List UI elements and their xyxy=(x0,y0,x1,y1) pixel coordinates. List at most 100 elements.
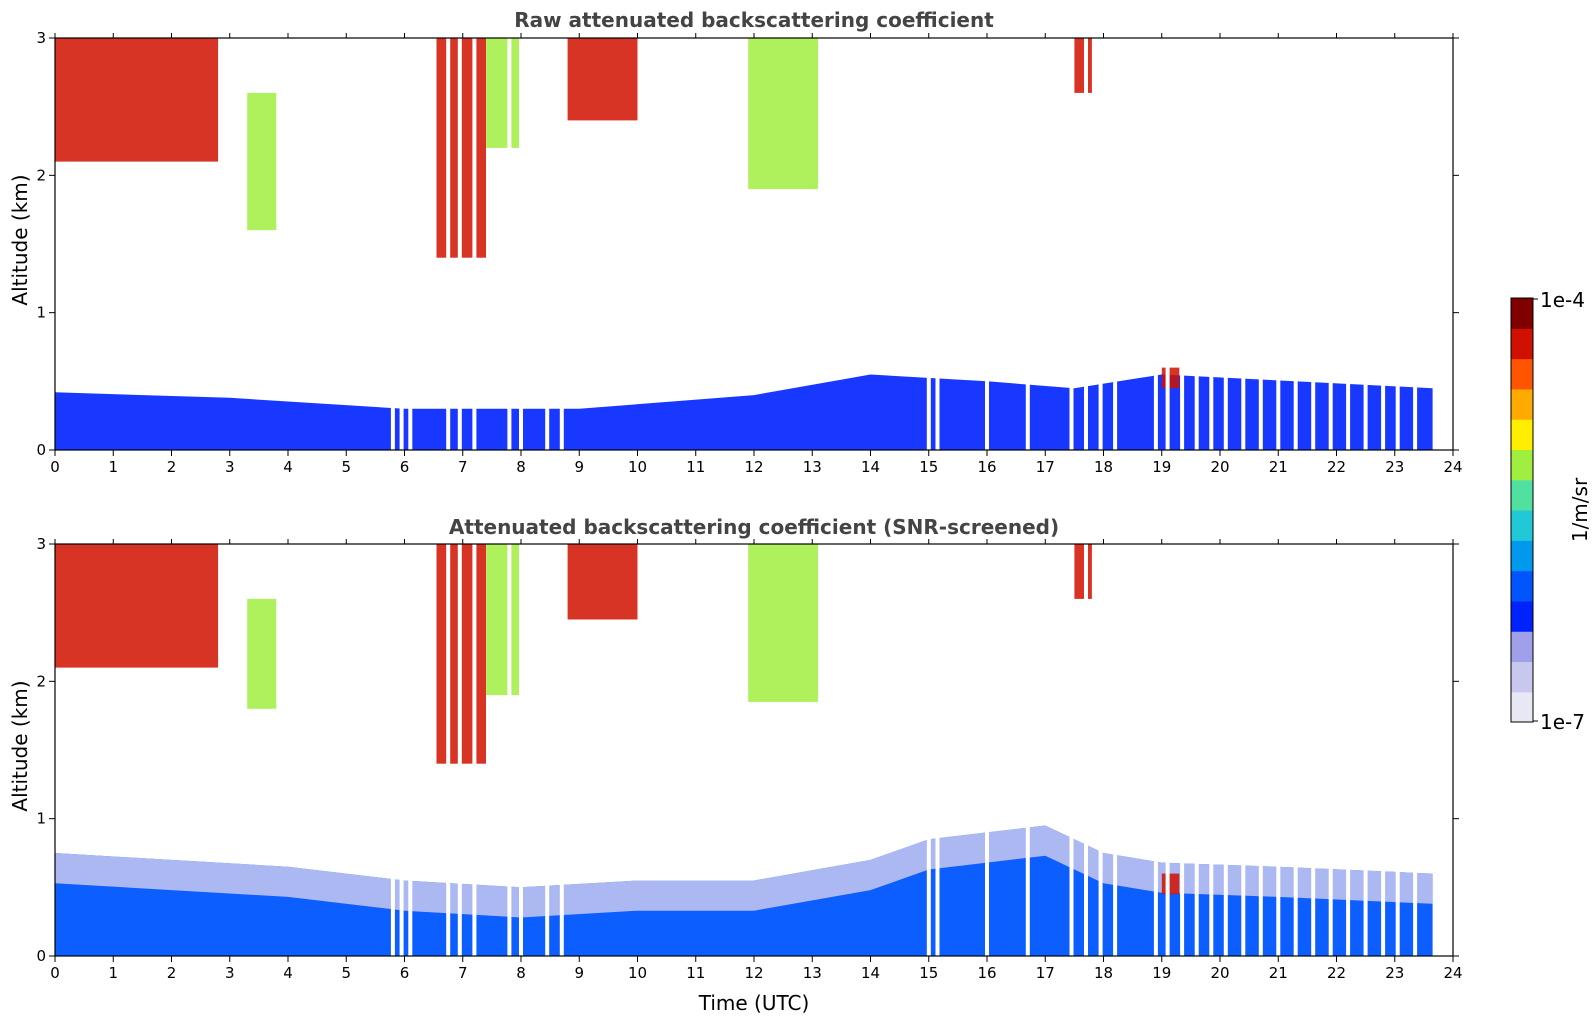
x-tick-label: 19 xyxy=(1152,458,1171,476)
missing-data-column xyxy=(457,544,462,956)
x-tick-label: 11 xyxy=(686,964,705,982)
x-tick-label: 22 xyxy=(1327,964,1346,982)
boundary-layer-top-band xyxy=(55,825,1433,918)
missing-data-column xyxy=(1293,38,1298,450)
backscatter-feature xyxy=(1161,873,1180,895)
x-tick-label: 10 xyxy=(628,964,647,982)
x-tick-label: 1 xyxy=(108,458,118,476)
missing-data-column xyxy=(472,544,477,956)
x-tick-label: 22 xyxy=(1327,458,1346,476)
y-tick-label: 0 xyxy=(36,441,46,459)
backscatter-feature xyxy=(748,544,819,702)
missing-data-column xyxy=(1223,544,1228,956)
x-tick-label: 14 xyxy=(861,458,880,476)
x-tick-label: 14 xyxy=(861,964,880,982)
missing-data-column xyxy=(1113,544,1118,956)
colorbar-segment xyxy=(1511,600,1533,632)
colorbar-max-label: 1e-4 xyxy=(1540,288,1585,312)
missing-data-column xyxy=(1293,544,1298,956)
colorbar-segment xyxy=(1511,449,1533,481)
x-tick-label: 10 xyxy=(628,458,647,476)
colorbar-segment xyxy=(1511,540,1533,572)
missing-data-column xyxy=(1241,38,1246,450)
x-tick-label: 13 xyxy=(803,964,822,982)
colorbar: 1e-4 1e-7 1/m/sr xyxy=(1510,288,1592,734)
x-tick-label: 15 xyxy=(919,964,938,982)
missing-data-column xyxy=(1241,544,1246,956)
missing-data-column xyxy=(390,38,395,450)
x-tick-label: 3 xyxy=(225,964,235,982)
backscatter-feature xyxy=(567,38,638,121)
x-tick-label: 21 xyxy=(1269,458,1288,476)
missing-data-column xyxy=(1381,38,1386,450)
missing-data-column xyxy=(1311,544,1316,956)
colorbar-segment xyxy=(1511,298,1533,329)
missing-data-column xyxy=(1069,38,1074,450)
missing-data-column xyxy=(1209,544,1214,956)
x-tick-label: 8 xyxy=(516,458,526,476)
missing-data-column xyxy=(472,38,477,450)
x-tick-label: 6 xyxy=(400,964,410,982)
panel-raw-ticks: 0 1 2 3 4 5 6 7 8 9 10 11 12 13 14 15 16 17 18 19 20 21 22 23 24… xyxy=(36,29,1462,476)
x-tick-label: 23 xyxy=(1385,458,1404,476)
backscatter-feature xyxy=(486,544,521,696)
missing-data-column xyxy=(1165,544,1170,956)
x-tick-label: 20 xyxy=(1210,964,1229,982)
colorbar-segment xyxy=(1511,419,1533,451)
backscatter-feature xyxy=(1161,367,1180,389)
x-tick-label: 16 xyxy=(977,458,996,476)
colorbar-segment xyxy=(1511,661,1533,693)
x-tick-label: 23 xyxy=(1385,964,1404,982)
colorbar-scale xyxy=(1511,298,1533,723)
colorbar-frame xyxy=(1510,297,1534,723)
x-tick-label: 5 xyxy=(341,964,351,982)
x-tick-label: 13 xyxy=(803,458,822,476)
colorbar-segment xyxy=(1511,691,1533,723)
panel-screened-frame xyxy=(54,543,1454,957)
x-tick-label: 5 xyxy=(341,458,351,476)
colorbar-segment xyxy=(1511,479,1533,511)
missing-data-column xyxy=(985,544,989,956)
missing-data-column xyxy=(926,544,931,956)
backscatter-feature xyxy=(55,544,219,668)
missing-data-column xyxy=(1413,38,1418,450)
x-tick-label: 11 xyxy=(686,458,705,476)
missing-data-column xyxy=(519,544,523,956)
x-tick-label: 9 xyxy=(574,964,584,982)
missing-data-column xyxy=(507,544,512,956)
missing-data-column xyxy=(1098,38,1103,450)
x-tick-label: 6 xyxy=(400,458,410,476)
missing-data-column xyxy=(399,38,404,450)
backscatter-feature xyxy=(247,598,277,709)
backscatter-feature xyxy=(1074,38,1092,93)
x-tick-label: 2 xyxy=(167,458,177,476)
missing-data-column xyxy=(1395,544,1400,956)
missing-data-column xyxy=(545,38,550,450)
missing-data-column xyxy=(408,544,413,956)
missing-data-column xyxy=(1363,544,1368,956)
missing-data-column xyxy=(1194,38,1199,450)
missing-data-column xyxy=(1276,544,1281,956)
y-tick-label: 1 xyxy=(36,304,46,322)
x-tick-label: 15 xyxy=(919,458,938,476)
missing-data-column xyxy=(1258,544,1263,956)
x-tick-label: 8 xyxy=(516,964,526,982)
colorbar-segment xyxy=(1511,328,1533,360)
y-tick-label: 0 xyxy=(36,947,46,965)
backscatter-feature xyxy=(567,544,638,620)
x-tick-label: 16 xyxy=(977,964,996,982)
x-tick-label: 0 xyxy=(50,458,60,476)
panel-screened: Attenuated backscattering coefficient (S… xyxy=(8,515,1463,1015)
panel-screened-ylabel: Altitude (km) xyxy=(8,680,32,811)
missing-data-column xyxy=(1209,38,1214,450)
panel-raw-ylabel: Altitude (km) xyxy=(8,174,32,305)
panel-raw: Raw attenuated backscattering coefficien… xyxy=(8,8,1463,476)
x-tick-label: 21 xyxy=(1269,964,1288,982)
x-tick-label: 19 xyxy=(1152,964,1171,982)
backscatter-feature xyxy=(1074,544,1092,599)
x-tick-label: 17 xyxy=(1036,964,1055,982)
y-tick-label: 3 xyxy=(36,535,46,553)
missing-data-column xyxy=(446,38,451,450)
missing-data-column xyxy=(1069,544,1074,956)
